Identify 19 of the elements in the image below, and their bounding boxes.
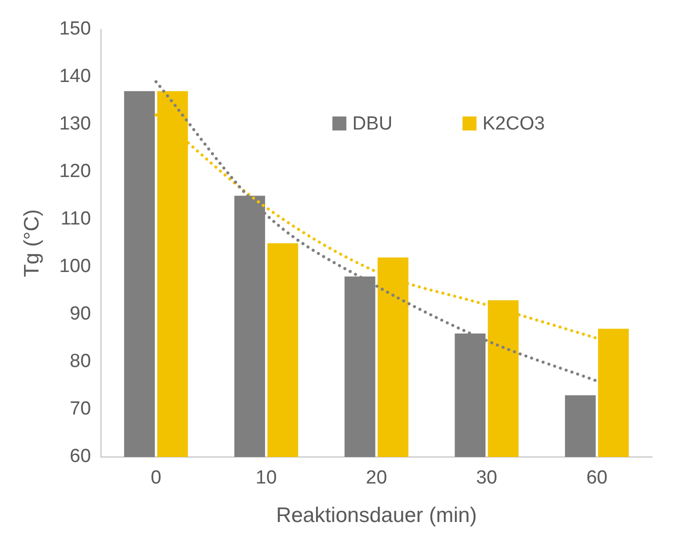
- y-tick-label: 140: [59, 66, 91, 88]
- y-tick-label: 70: [70, 398, 91, 420]
- y-tick-label: 110: [60, 208, 91, 230]
- y-tick-label: 150: [59, 18, 91, 40]
- y-tick-label: 80: [70, 351, 91, 372]
- y-tick-label: 130: [59, 114, 91, 135]
- x-tick-label: 20: [366, 468, 388, 489]
- x-tick-label: 30: [476, 468, 498, 489]
- x-tick-label: 0: [150, 468, 162, 489]
- legend-label: DBU: [352, 114, 392, 135]
- y-tick-label: 100: [59, 256, 91, 278]
- y-tick-label: 90: [70, 304, 91, 325]
- x-tick-label: 10: [256, 468, 277, 489]
- y-tick-label: 60: [70, 446, 91, 468]
- y-axis-title: Tg (°C): [20, 209, 44, 278]
- x-axis-title: Reaktionsdauer (min): [276, 504, 477, 528]
- y-tick-label: 120: [59, 161, 91, 182]
- x-tick-label: 60: [586, 468, 608, 489]
- legend-label: K2CO3: [482, 114, 545, 135]
